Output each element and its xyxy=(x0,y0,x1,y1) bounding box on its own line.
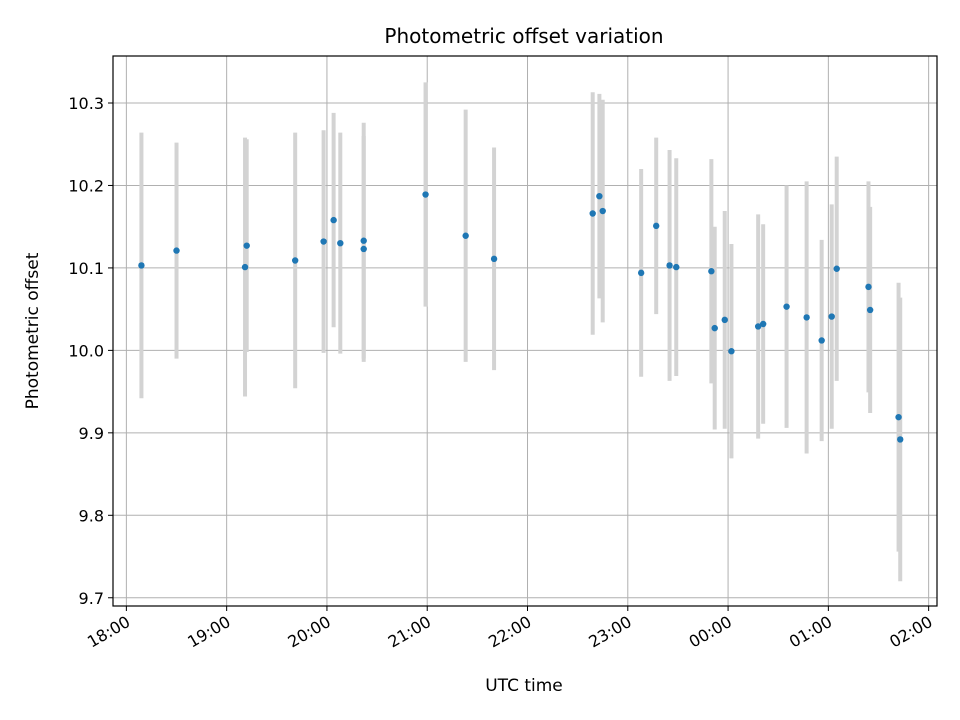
x-tick-label: 18:00 xyxy=(84,612,133,652)
data-point xyxy=(803,314,810,321)
data-point xyxy=(589,210,596,217)
data-point xyxy=(422,191,429,198)
data-point xyxy=(360,245,367,253)
x-axis-ticks: 18:00 19:00 20:00 21:00 22:00 23:00 00:00 01:00… xyxy=(84,606,936,652)
x-tick-label: 20:00 xyxy=(285,612,334,652)
plot-frame xyxy=(112,55,938,607)
y-axis-ticks: 9.7 9.8 9.9 10.0 10.1 10.2 10.3 xyxy=(68,94,113,608)
data-points xyxy=(138,191,904,443)
y-tick-label: 9.8 xyxy=(79,506,104,525)
x-tick-label: 19:00 xyxy=(184,612,233,652)
data-point xyxy=(138,262,145,269)
y-tick-label: 10.2 xyxy=(68,176,104,195)
data-point xyxy=(360,237,367,244)
data-point xyxy=(754,323,762,330)
y-tick-label: 10.1 xyxy=(68,259,104,278)
data-point xyxy=(865,283,872,291)
data-point xyxy=(673,263,680,271)
x-tick-label: 02:00 xyxy=(886,612,935,652)
y-tick-label: 9.7 xyxy=(79,589,104,608)
data-point xyxy=(291,257,299,264)
x-tick-label: 00:00 xyxy=(686,612,735,652)
x-axis-label: UTC time xyxy=(485,676,563,696)
data-point xyxy=(711,324,718,332)
error-bars xyxy=(139,82,903,582)
x-tick-label: 23:00 xyxy=(585,612,634,652)
data-point xyxy=(666,262,673,269)
data-point xyxy=(462,232,469,239)
data-point xyxy=(173,247,180,254)
chart-title: Photometric offset variation xyxy=(384,24,663,48)
y-axis-label: Photometric offset xyxy=(23,252,43,409)
x-tick-label: 01:00 xyxy=(786,612,835,652)
data-point xyxy=(708,268,715,275)
data-point xyxy=(759,320,767,328)
data-point xyxy=(783,303,790,310)
data-point xyxy=(490,255,498,263)
data-point xyxy=(833,265,840,272)
data-point xyxy=(637,269,645,277)
data-point xyxy=(320,238,327,245)
data-point xyxy=(653,222,660,230)
x-tick-label: 22:00 xyxy=(485,612,534,652)
data-point xyxy=(596,192,603,200)
y-tick-label: 10.3 xyxy=(68,94,104,113)
data-point xyxy=(330,216,337,224)
data-point xyxy=(243,242,250,249)
data-point xyxy=(828,313,835,320)
data-point xyxy=(728,348,735,355)
x-tick-label: 21:00 xyxy=(385,612,434,652)
grid-lines xyxy=(113,56,937,606)
data-point xyxy=(337,239,344,247)
data-point xyxy=(897,436,904,443)
data-point xyxy=(721,316,728,324)
data-point xyxy=(818,337,825,344)
y-tick-label: 10.0 xyxy=(68,341,104,360)
data-point xyxy=(599,207,606,215)
data-point xyxy=(241,263,249,271)
y-tick-label: 9.9 xyxy=(79,424,104,443)
data-point xyxy=(866,306,874,314)
data-point xyxy=(895,413,902,421)
